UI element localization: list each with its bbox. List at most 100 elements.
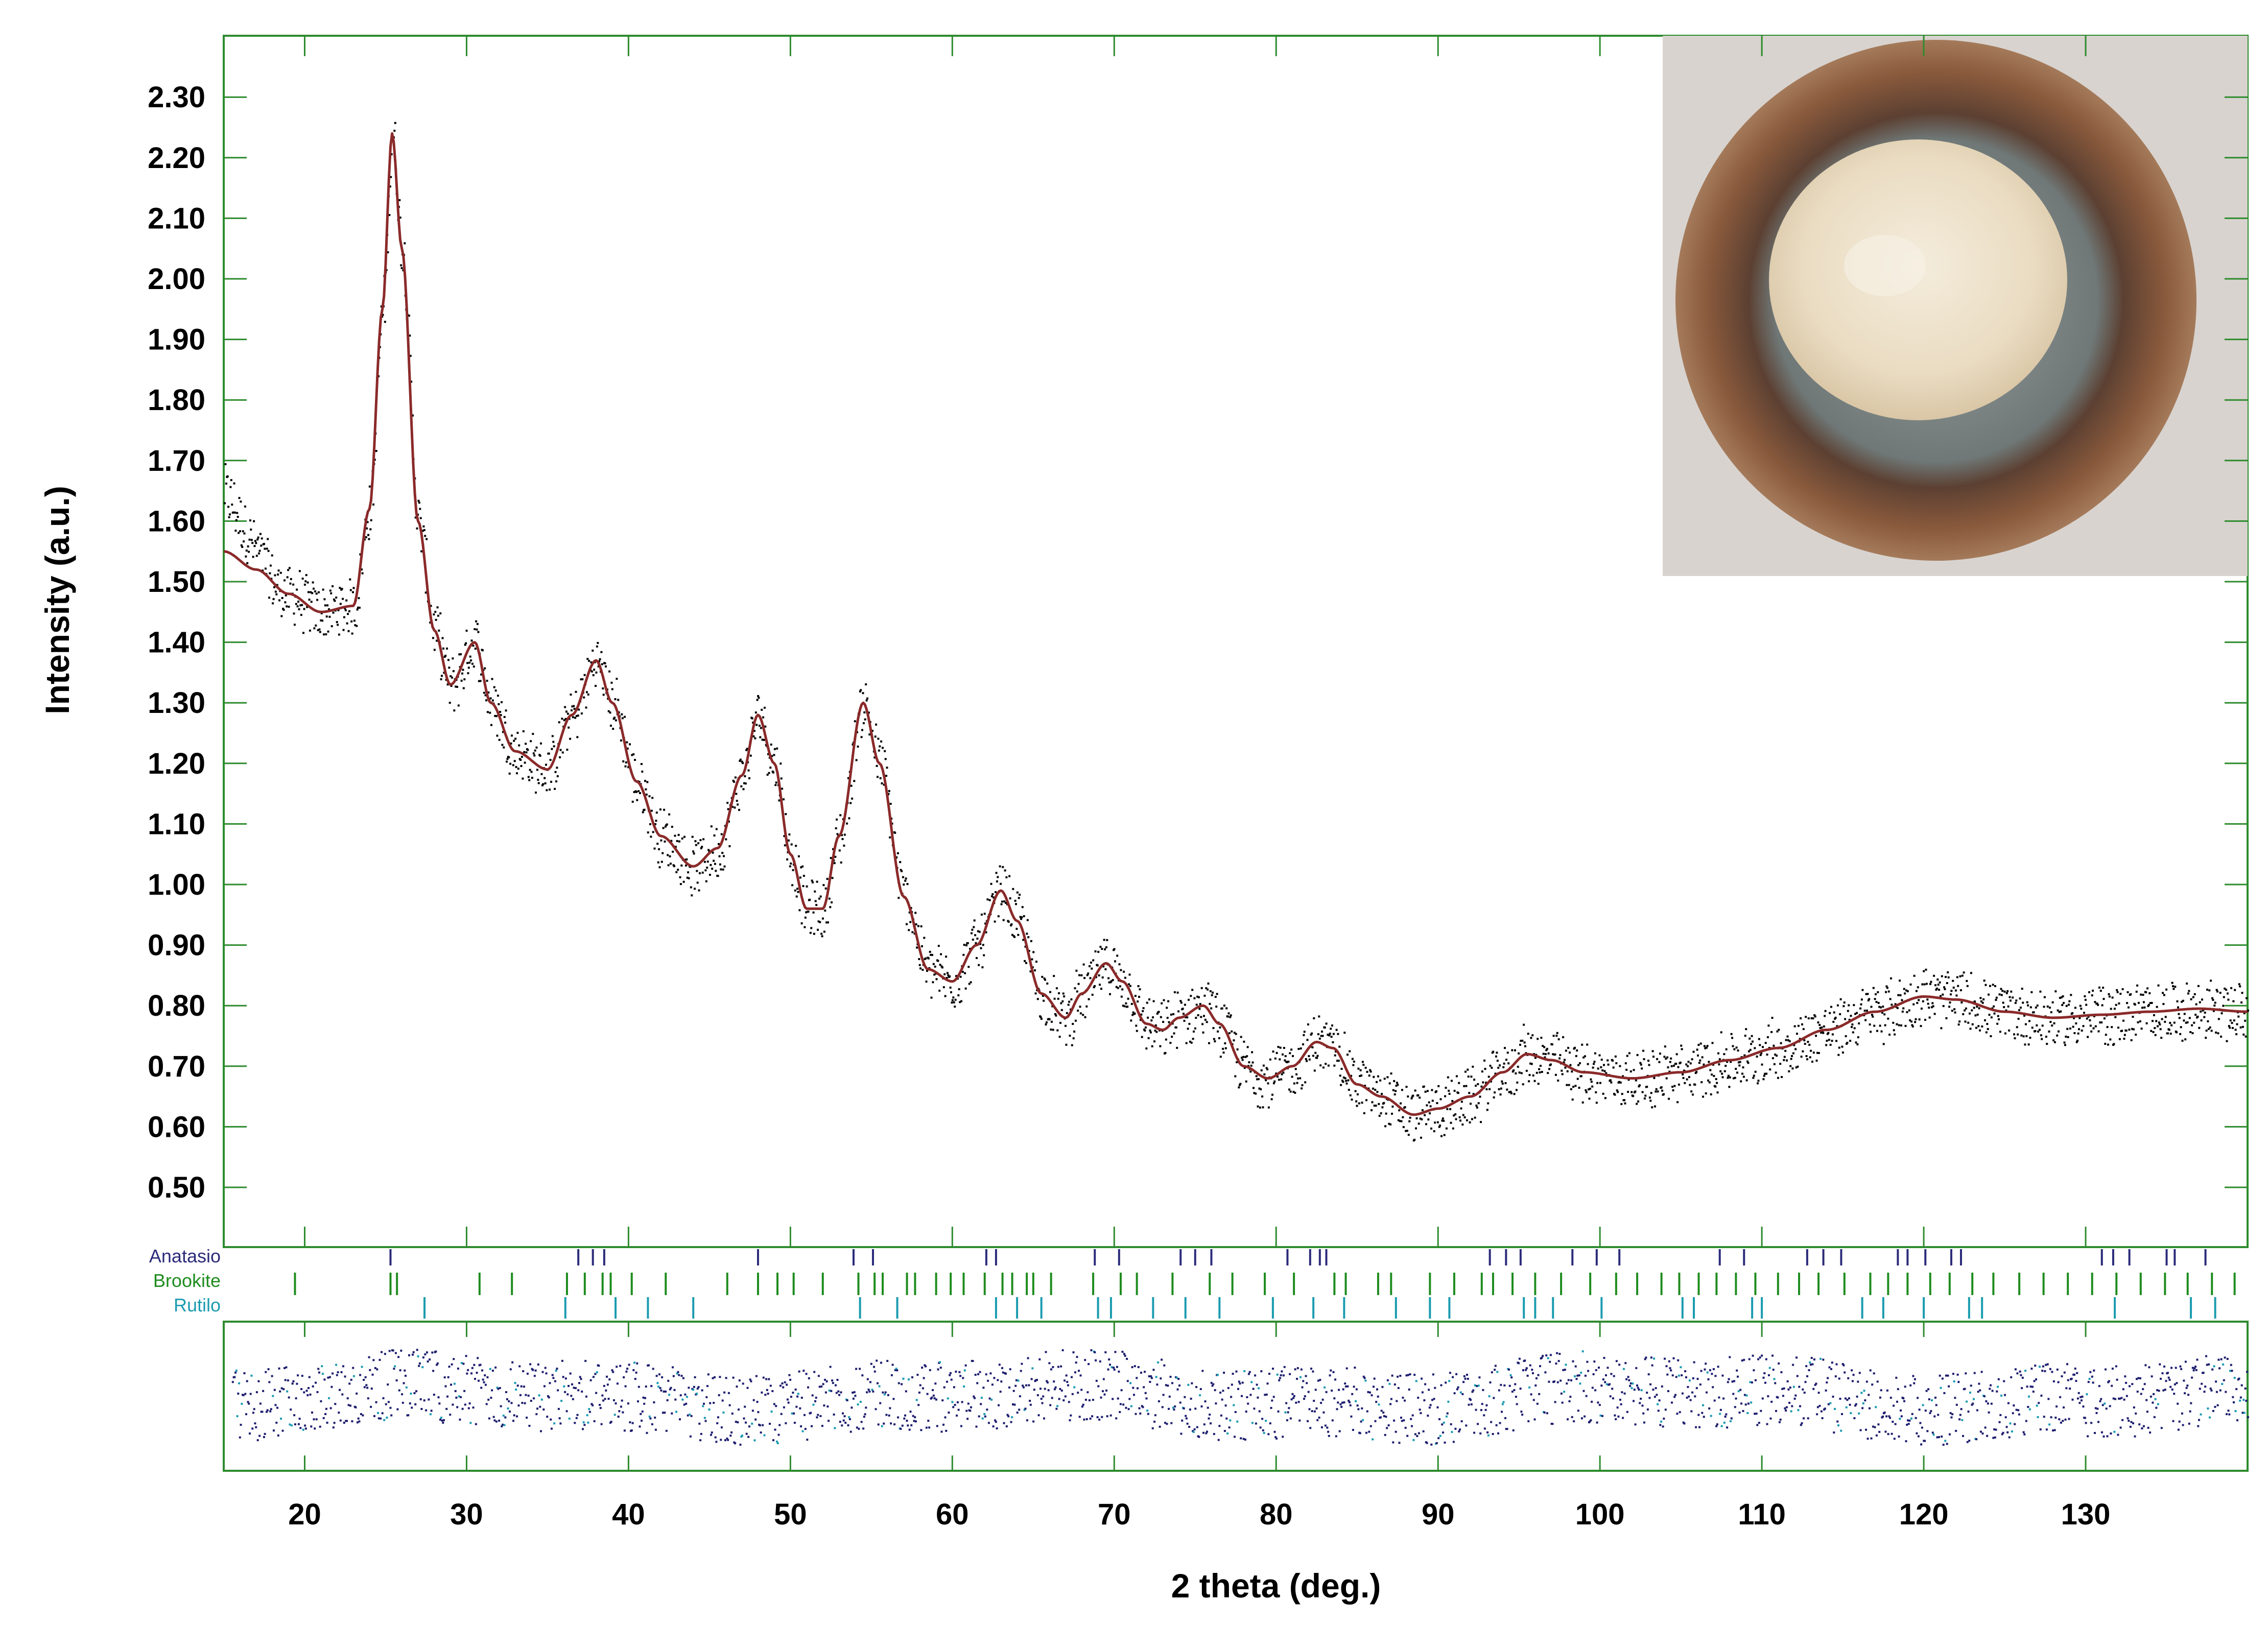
difference-point (612, 1371, 615, 1373)
difference-point (629, 1421, 631, 1424)
observed-point (684, 864, 687, 867)
observed-point (508, 756, 510, 759)
observed-point (1389, 1123, 1392, 1126)
observed-point (251, 542, 254, 544)
observed-point (1740, 1080, 1742, 1083)
observed-point (1521, 1039, 1524, 1042)
difference-point (775, 1405, 777, 1407)
difference-point (1180, 1432, 1183, 1435)
observed-point (1185, 1016, 1187, 1018)
difference-point (1024, 1407, 1027, 1410)
observed-point (1137, 985, 1140, 987)
observed-point (258, 549, 261, 552)
observed-point (986, 898, 989, 901)
observed-point (2066, 1027, 2069, 1030)
difference-point (1078, 1370, 1080, 1372)
observed-point (410, 380, 413, 383)
difference-point (688, 1387, 690, 1389)
observed-point (1846, 1042, 1849, 1044)
observed-point (2126, 1002, 2129, 1005)
difference-point (499, 1387, 501, 1389)
observed-point (1176, 1046, 1178, 1049)
difference-point (296, 1382, 298, 1385)
observed-point (1918, 1018, 1921, 1021)
difference-point (1620, 1403, 1622, 1405)
observed-point (1995, 996, 1998, 999)
difference-point (1453, 1392, 1456, 1395)
difference-point (1278, 1379, 1281, 1381)
difference-point (720, 1439, 722, 1441)
observed-point (234, 530, 237, 532)
difference-point (1558, 1353, 1561, 1355)
difference-point (1483, 1414, 1485, 1417)
observed-point (762, 716, 765, 719)
difference-point (1680, 1366, 1682, 1369)
difference-point (1567, 1418, 1569, 1421)
difference-point (1223, 1372, 1225, 1374)
observed-point (2075, 1041, 2078, 1043)
observed-point (1708, 1061, 1710, 1063)
difference-point (1491, 1371, 1493, 1374)
observed-point (1546, 1047, 1548, 1050)
observed-point (1676, 1101, 1679, 1104)
observed-point (1224, 1042, 1226, 1044)
observed-point (235, 519, 238, 521)
difference-point (386, 1417, 388, 1419)
difference-point (1826, 1381, 1828, 1384)
difference-point (1548, 1380, 1550, 1383)
observed-point (2075, 1022, 2077, 1024)
observed-point (1848, 1004, 1850, 1007)
observed-point (398, 199, 401, 201)
observed-point (947, 974, 950, 976)
observed-point (2060, 1010, 2062, 1013)
observed-point (860, 689, 862, 691)
difference-point (779, 1384, 782, 1387)
difference-point (743, 1417, 745, 1420)
observed-point (1827, 1032, 1830, 1034)
y-tick-label: 0.70 (148, 1050, 205, 1083)
difference-point (855, 1368, 858, 1370)
observed-point (1290, 1048, 1293, 1051)
difference-point (670, 1387, 672, 1389)
difference-point (1568, 1400, 1571, 1402)
observed-point (238, 532, 240, 534)
observed-point (466, 662, 468, 664)
difference-point (1635, 1367, 1638, 1369)
observed-point (908, 911, 911, 914)
observed-point (746, 748, 748, 750)
difference-point (956, 1414, 958, 1417)
difference-point (1481, 1403, 1483, 1405)
observed-point (1727, 1074, 1730, 1077)
difference-point (1408, 1388, 1410, 1391)
difference-point (877, 1423, 880, 1426)
observed-point (915, 923, 917, 925)
difference-point (1788, 1402, 1791, 1404)
difference-point (832, 1382, 834, 1384)
observed-point (1834, 1016, 1837, 1019)
difference-point (601, 1394, 604, 1397)
difference-point (1883, 1412, 1886, 1414)
observed-point (559, 749, 562, 751)
observed-point (1386, 1076, 1389, 1079)
difference-point (824, 1378, 826, 1381)
observed-point (1373, 1076, 1375, 1078)
observed-point (1643, 1058, 1645, 1060)
observed-point (2182, 999, 2184, 1002)
observed-point (1797, 1065, 1799, 1068)
difference-point (321, 1365, 323, 1368)
observed-point (1993, 1012, 1996, 1015)
observed-point (523, 751, 526, 753)
observed-point (2143, 1006, 2146, 1009)
difference-point (364, 1376, 367, 1378)
observed-point (1887, 1017, 1889, 1020)
observed-point (595, 671, 598, 674)
observed-point (2087, 1036, 2089, 1038)
difference-point (1508, 1384, 1511, 1387)
difference-point (893, 1423, 896, 1426)
observed-point (1294, 1068, 1297, 1070)
observed-point (1732, 1045, 1734, 1047)
observed-point (1142, 1007, 1145, 1010)
y-tick-label: 2.00 (148, 262, 205, 296)
observed-point (1330, 1036, 1333, 1038)
observed-point (626, 741, 628, 744)
